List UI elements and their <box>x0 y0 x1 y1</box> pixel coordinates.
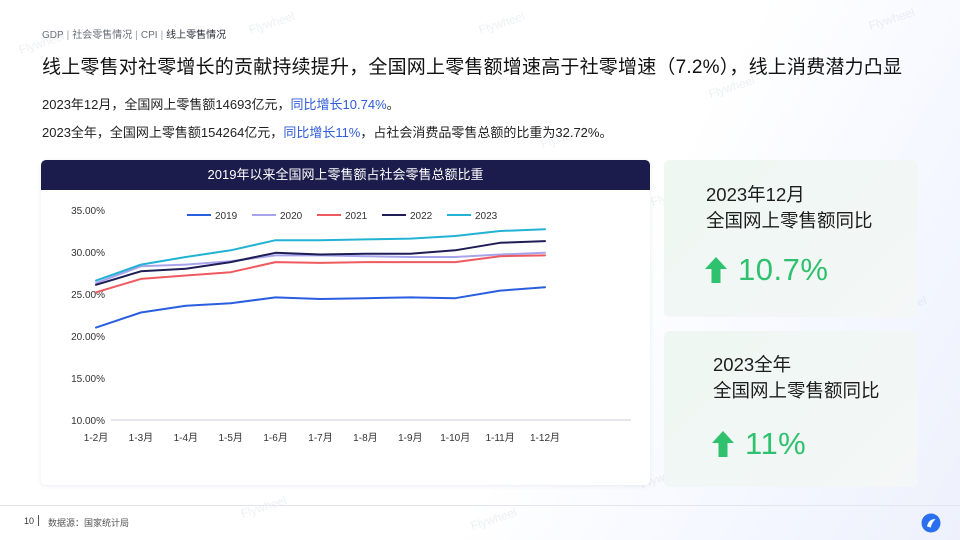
y-tick-label: 20.00% <box>71 332 105 343</box>
y-tick-label: 30.00% <box>71 248 105 259</box>
kpi-value: 10.7% <box>738 252 829 287</box>
series-line-2023 <box>95 228 546 282</box>
summary-highlight: 同比增长10.74% <box>290 97 387 112</box>
kpi-card-full-year: 2023全年 全国网上零售额同比 11% <box>664 331 918 487</box>
legend-label: 2020 <box>280 211 303 222</box>
y-tick-label: 15.00% <box>71 374 105 385</box>
x-tick-label: 1-7月 <box>308 432 332 444</box>
summary-text: ，占社会消费品零售总额的比重为32.72%。 <box>360 125 613 140</box>
breadcrumb-separator: | <box>135 30 138 41</box>
kpi-title: 2023年12月 全国网上零售额同比 <box>706 182 873 234</box>
x-tick-label: 1-8月 <box>353 432 377 444</box>
y-tick-label: 25.00% <box>71 290 105 301</box>
y-tick-label: 10.00% <box>71 416 105 427</box>
breadcrumb-item-cpi[interactable]: CPI <box>140 30 158 41</box>
x-tick-label: 1-2月 <box>84 432 108 444</box>
chart-title: 2019年以来全国网上零售额占社会零售总额比重 <box>41 160 650 190</box>
data-source: 数据源：国家统计局 <box>48 518 130 528</box>
flywheel-logo-icon <box>921 513 941 533</box>
chart-card: 2019年以来全国网上零售额占社会零售总额比重 10.00% 15.00% 20.0… <box>41 160 650 485</box>
breadcrumb: GDP | 社会零售情况 | CPI | 线上零售情况 <box>42 26 226 41</box>
summary-highlight: 同比增长11% <box>283 125 361 140</box>
kpi-title-line2: 全国网上零售额同比 <box>713 380 880 401</box>
up-arrow-icon <box>705 257 727 283</box>
breadcrumb-separator: | <box>160 30 164 41</box>
kpi-value-row: 10.7% <box>704 252 828 288</box>
kpi-title-line2: 全国网上零售额同比 <box>706 210 873 231</box>
x-tick-label: 1-9月 <box>398 432 422 444</box>
breadcrumb-item-online-retail[interactable]: 线上零售情况 <box>166 30 227 41</box>
summary-text: 2023年12月，全国网上零售额14693亿元， <box>42 97 291 112</box>
breadcrumb-item-gdp[interactable]: GDP <box>42 30 64 41</box>
watermark: Flywheel <box>476 9 527 37</box>
x-tick-label: 1-11月 <box>485 432 514 444</box>
legend-label: 2022 <box>410 211 433 222</box>
page-title: 线上零售对社零增长的贡献持续提升，全国网上零售额增速高于社零增速（7.2%），线… <box>42 57 903 78</box>
kpi-title: 2023全年 全国网上零售额同比 <box>713 352 880 404</box>
x-tick-label: 1-6月 <box>263 432 287 444</box>
kpi-value-row: 11% <box>711 426 806 462</box>
legend-label: 2019 <box>215 211 238 222</box>
kpi-title-line1: 2023全年 <box>713 354 792 375</box>
series-line-2021 <box>95 254 546 294</box>
kpi-value: 11% <box>745 426 807 461</box>
x-tick-label: 1-4月 <box>174 432 198 444</box>
series-line-2019 <box>95 286 546 329</box>
breadcrumb-item-retail[interactable]: 社会零售情况 <box>72 30 133 41</box>
legend-label: 2021 <box>345 211 368 222</box>
x-tick-label: 1-12月 <box>530 432 560 444</box>
page-number: 10 <box>24 516 35 526</box>
x-tick-label: 1-3月 <box>129 432 153 444</box>
watermark: Flywheel <box>246 9 297 37</box>
x-tick-label: 1-10月 <box>440 432 470 444</box>
summary-line-december: 2023年12月，全国网上零售额14693亿元，同比增长10.74%。 <box>42 94 400 113</box>
watermark: Flywheel <box>866 5 917 33</box>
kpi-title-line1: 2023年12月 <box>706 184 805 205</box>
watermark: Flywheel <box>468 505 519 533</box>
summary-text: 。 <box>386 97 400 112</box>
series-line-2022 <box>95 240 546 286</box>
kpi-card-december: 2023年12月 全国网上零售额同比 10.7% <box>664 160 918 317</box>
watermark: Flywheel <box>238 493 289 521</box>
up-arrow-icon <box>712 431 734 457</box>
summary-text: 2023全年，全国网上零售额154264亿元， <box>42 125 284 140</box>
x-tick-label: 1-5月 <box>218 432 242 444</box>
y-tick-label: 35.00% <box>71 206 105 217</box>
footer-divider <box>0 505 960 506</box>
summary-line-full-year: 2023全年，全国网上零售额154264亿元，同比增长11%，占社会消费品零售总… <box>42 122 612 141</box>
line-chart: 10.00% 15.00% 20.00% 25.00% 30.00% 35.00% 1-2月… <box>71 206 631 444</box>
footer-separator <box>38 515 39 526</box>
breadcrumb-separator: | <box>66 30 70 41</box>
series-line-2020 <box>95 251 546 285</box>
legend-label: 2023 <box>475 211 498 222</box>
